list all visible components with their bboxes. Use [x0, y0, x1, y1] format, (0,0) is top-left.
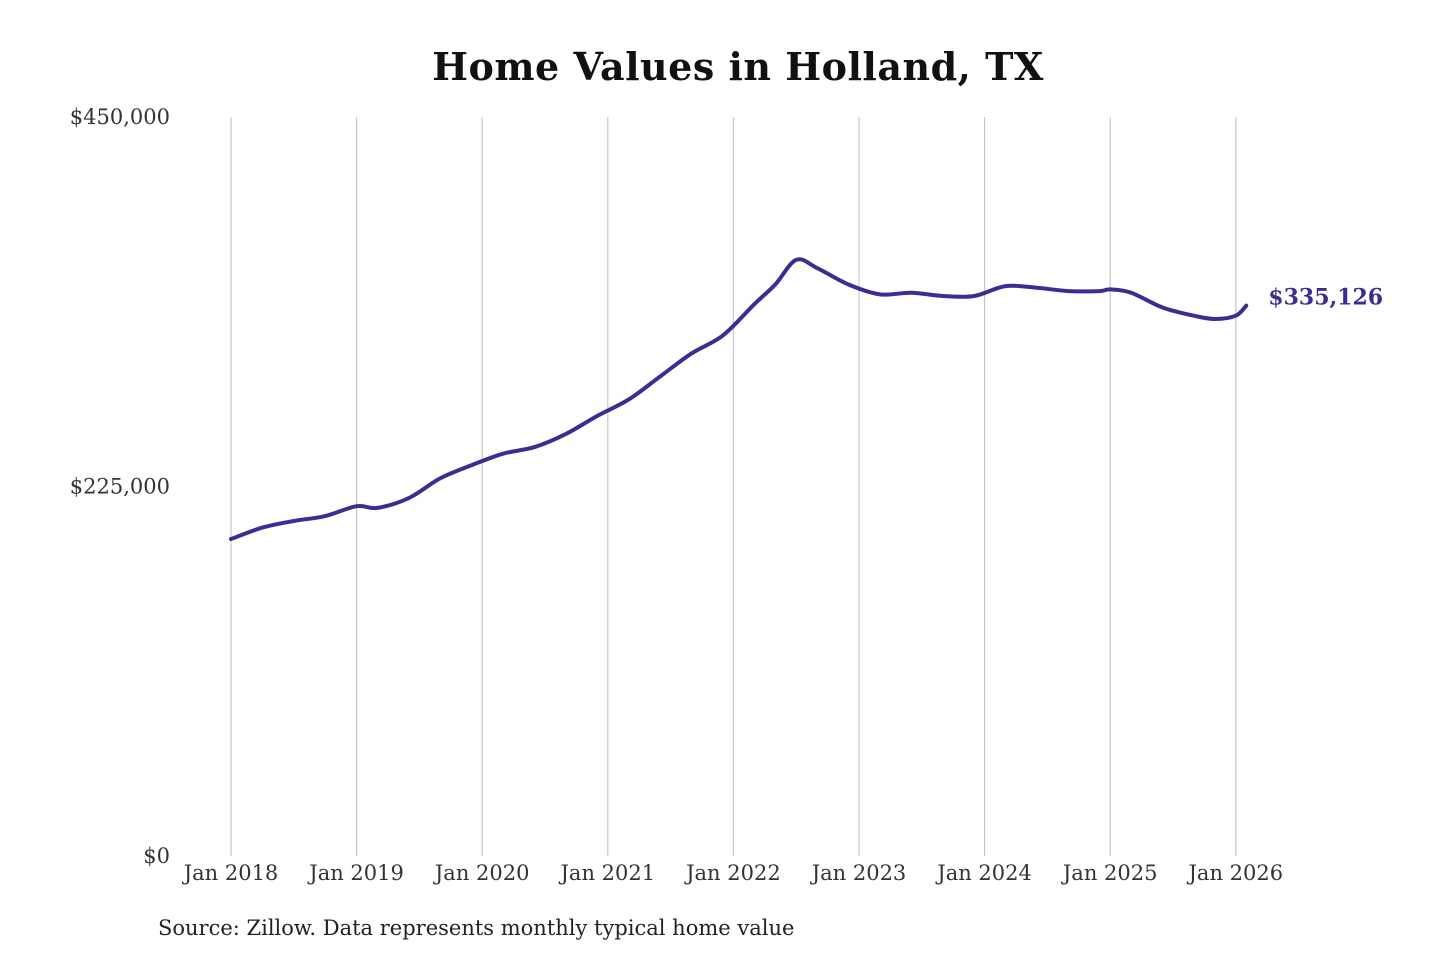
x-axis: Jan 2018 Jan 2019 Jan 2020 Jan 2021 Jan 2022… — [182, 861, 1283, 885]
x-tick-label: Jan 2018 — [182, 861, 279, 885]
series-line-0 — [229, 257, 1249, 542]
x-tick-label: Jan 2025 — [1061, 861, 1158, 885]
end-value-label: $335,126 — [1268, 285, 1383, 311]
y-tick-label: $0 — [143, 844, 170, 868]
x-tick-label: Jan 2024 — [935, 861, 1032, 885]
y-tick-label: $225,000 — [70, 475, 170, 499]
x-tick-label: Jan 2020 — [433, 861, 530, 885]
x-tick-label: Jan 2026 — [1187, 861, 1284, 885]
source-note: Source: Zillow. Data represents monthly … — [158, 916, 795, 940]
x-tick-label: Jan 2022 — [684, 861, 781, 885]
x-tick-label: Jan 2021 — [559, 861, 656, 885]
annotation-layer: $335,126 — [1268, 285, 1383, 311]
chart-title: Home Values in Holland, TX — [432, 44, 1044, 89]
grid-layer — [230, 117, 1237, 856]
series-layer — [229, 257, 1249, 542]
x-tick-label: Jan 2019 — [307, 861, 404, 885]
y-axis: $0 $225,000 $450,000 — [70, 105, 170, 868]
y-tick-label: $450,000 — [70, 105, 170, 129]
x-tick-label: Jan 2023 — [810, 861, 907, 885]
